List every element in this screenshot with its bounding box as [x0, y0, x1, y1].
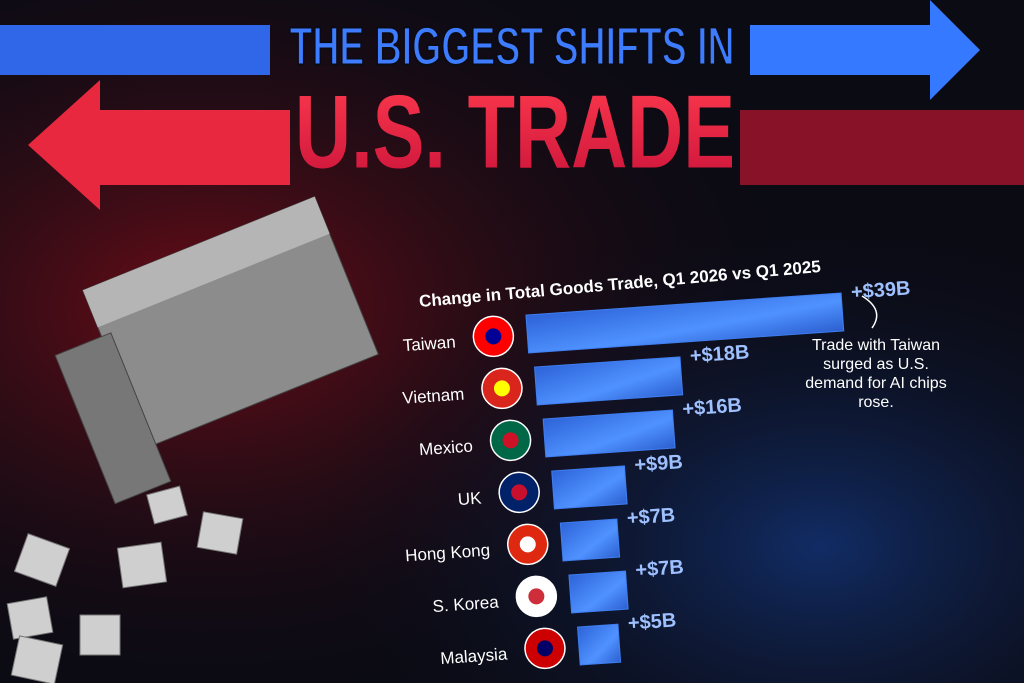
bar-row: Malaysia +$5B — [440, 609, 677, 670]
annotation-line — [861, 295, 878, 329]
flag-detail — [502, 432, 519, 449]
bar-row: Vietnam +$18B — [402, 341, 750, 410]
flag-detail — [511, 484, 528, 501]
bar — [534, 356, 684, 406]
category-label: Vietnam — [402, 385, 465, 408]
value-label: +$7B — [635, 556, 685, 581]
bar — [551, 465, 628, 510]
bar — [542, 409, 676, 458]
bar-row: Mexico +$16B — [418, 394, 743, 462]
bar — [568, 570, 629, 614]
flag-detail — [485, 328, 502, 345]
red-band — [740, 110, 1024, 185]
flag-detail — [536, 640, 553, 657]
value-label: +$39B — [850, 277, 911, 303]
value-label: +$5B — [627, 609, 677, 634]
bar-row: S. Korea +$7B — [432, 556, 685, 618]
flag-detail — [528, 588, 545, 605]
category-label: Mexico — [418, 437, 473, 460]
flag-detail — [493, 380, 510, 397]
category-label: Taiwan — [402, 333, 456, 356]
blue-arrow — [750, 0, 980, 100]
value-label: +$16B — [682, 394, 743, 420]
bar — [559, 518, 621, 562]
container — [54, 195, 379, 505]
title-2: U.S. TRADE — [295, 74, 735, 190]
bar — [577, 623, 622, 666]
value-label: +$18B — [689, 341, 750, 367]
bar-row: Taiwan +$39B — [402, 277, 911, 358]
flag-detail — [519, 536, 536, 553]
annotation: Trade with Taiwan surged as U.S. demand … — [805, 337, 947, 411]
bar-row: UK +$9B — [457, 451, 684, 514]
bar — [525, 292, 845, 354]
title: THE BIGGEST SHIFTS IN — [290, 16, 735, 76]
category-label: S. Korea — [432, 592, 500, 616]
category-label: Malaysia — [440, 644, 509, 668]
value-label: +$7B — [626, 504, 676, 529]
boxes — [6, 485, 244, 683]
category-label: UK — [457, 488, 483, 509]
red-arrow — [28, 80, 290, 210]
value-label: +$9B — [634, 451, 684, 476]
blue-band — [0, 25, 270, 75]
